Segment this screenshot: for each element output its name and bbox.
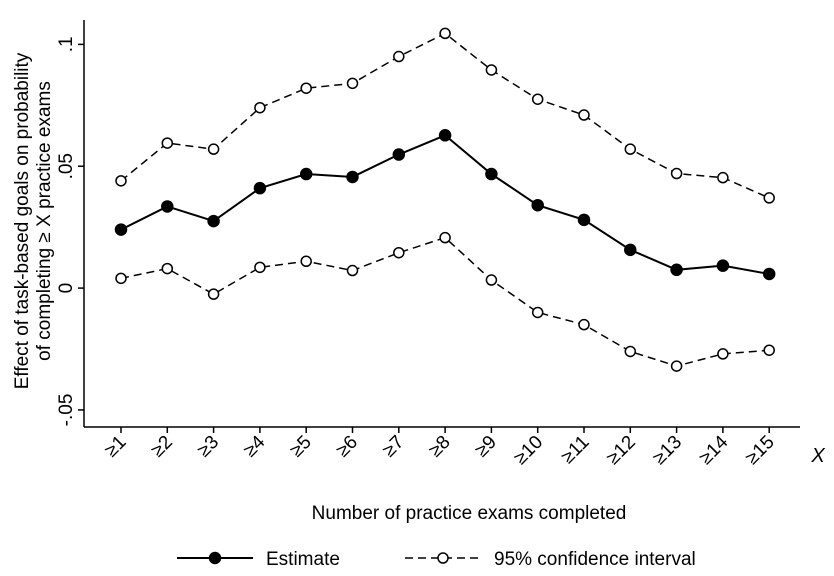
y-tick-label: -.05 — [56, 394, 77, 427]
data-point — [346, 264, 359, 277]
data-point — [670, 263, 683, 277]
x-tick-label: ≥7 — [379, 432, 409, 462]
data-point — [624, 243, 637, 257]
data-point — [578, 109, 590, 121]
x-tick-label: ≥8 — [425, 432, 455, 462]
series-line — [120, 236, 770, 367]
data-point — [439, 231, 451, 244]
data-point — [531, 198, 544, 212]
series-ci-upper — [115, 27, 775, 204]
y-axis-label-line2: of completing ≥ X practice exams — [34, 81, 55, 361]
data-point — [485, 167, 498, 181]
legend-ci-label: 95% confidence interval — [494, 549, 696, 570]
x-tick-label: ≥15 — [742, 432, 779, 469]
data-point — [114, 223, 128, 236]
series-line — [120, 134, 770, 275]
y-tick-label: 0 — [56, 283, 77, 294]
data-point — [115, 272, 127, 285]
axes: -.05 0 .05 .1 ≥1 ≥2 ≥3 ≥4 ≥5 ≥6 ≥7 ≥8 ≥9 ≥10 ≥11 ≥12 ≥13… — [56, 20, 800, 469]
x-tick-label: ≥6 — [332, 432, 362, 462]
series-ci-lower — [115, 231, 775, 372]
data-point — [207, 288, 220, 300]
x-tick-label: ≥3 — [193, 432, 223, 462]
data-point — [300, 255, 312, 268]
data-point — [254, 261, 266, 274]
data-point — [670, 167, 683, 180]
y-axis-label-line1: Effect of task-based goals on probabilit… — [12, 52, 33, 389]
data-point — [531, 93, 544, 105]
data-point — [439, 27, 451, 40]
data-point — [161, 200, 174, 213]
data-point — [207, 214, 220, 228]
data-point — [716, 259, 730, 272]
x-tick-label: ≥1 — [101, 432, 131, 462]
data-point — [624, 143, 637, 155]
data-point — [299, 167, 313, 181]
data-point — [161, 137, 174, 149]
data-point — [578, 318, 590, 331]
data-point — [763, 192, 775, 204]
x-tick-label: ≥2 — [147, 432, 177, 462]
x-tick-label: ≥9 — [471, 432, 501, 462]
data-point — [763, 344, 775, 356]
data-point — [717, 171, 729, 184]
y-tick-label: .05 — [56, 153, 77, 179]
x-tick-label: ≥14 — [695, 431, 732, 468]
data-point — [346, 170, 359, 184]
series-estimate — [114, 129, 776, 281]
legend: Estimate 95% confidence interval — [177, 549, 696, 570]
data-point — [393, 50, 405, 63]
x-axis-end-label: X — [810, 445, 825, 467]
x-tick-label: ≥12 — [603, 432, 640, 469]
x-tick-label: ≥10 — [510, 432, 547, 469]
data-point — [485, 274, 498, 286]
data-point — [531, 306, 544, 319]
series-layer — [114, 27, 776, 372]
data-point — [253, 181, 267, 195]
data-point — [161, 262, 174, 275]
x-tick-label: ≥4 — [240, 431, 270, 461]
x-tick-label: ≥11 — [557, 432, 593, 468]
data-point — [762, 267, 776, 281]
data-point — [438, 129, 452, 142]
data-point — [300, 82, 312, 94]
data-point — [392, 148, 406, 161]
legend-ci-marker — [437, 552, 449, 564]
legend-estimate-marker — [208, 551, 222, 565]
data-point — [624, 345, 637, 358]
data-point — [207, 143, 220, 155]
legend-estimate-label: Estimate — [266, 549, 340, 570]
x-axis-label: Number of practice exams completed — [312, 503, 627, 524]
labels: Effect of task-based goals on probabilit… — [12, 52, 825, 524]
data-point — [346, 77, 359, 90]
y-tick-label: .1 — [56, 36, 77, 52]
data-point — [577, 213, 591, 227]
data-point — [254, 101, 266, 114]
x-tick-label: ≥13 — [649, 432, 686, 469]
data-point — [717, 348, 729, 360]
x-tick-label: ≥5 — [286, 432, 316, 462]
data-point — [393, 246, 405, 259]
data-point — [115, 175, 127, 187]
data-point — [670, 360, 683, 372]
data-point — [485, 64, 498, 76]
